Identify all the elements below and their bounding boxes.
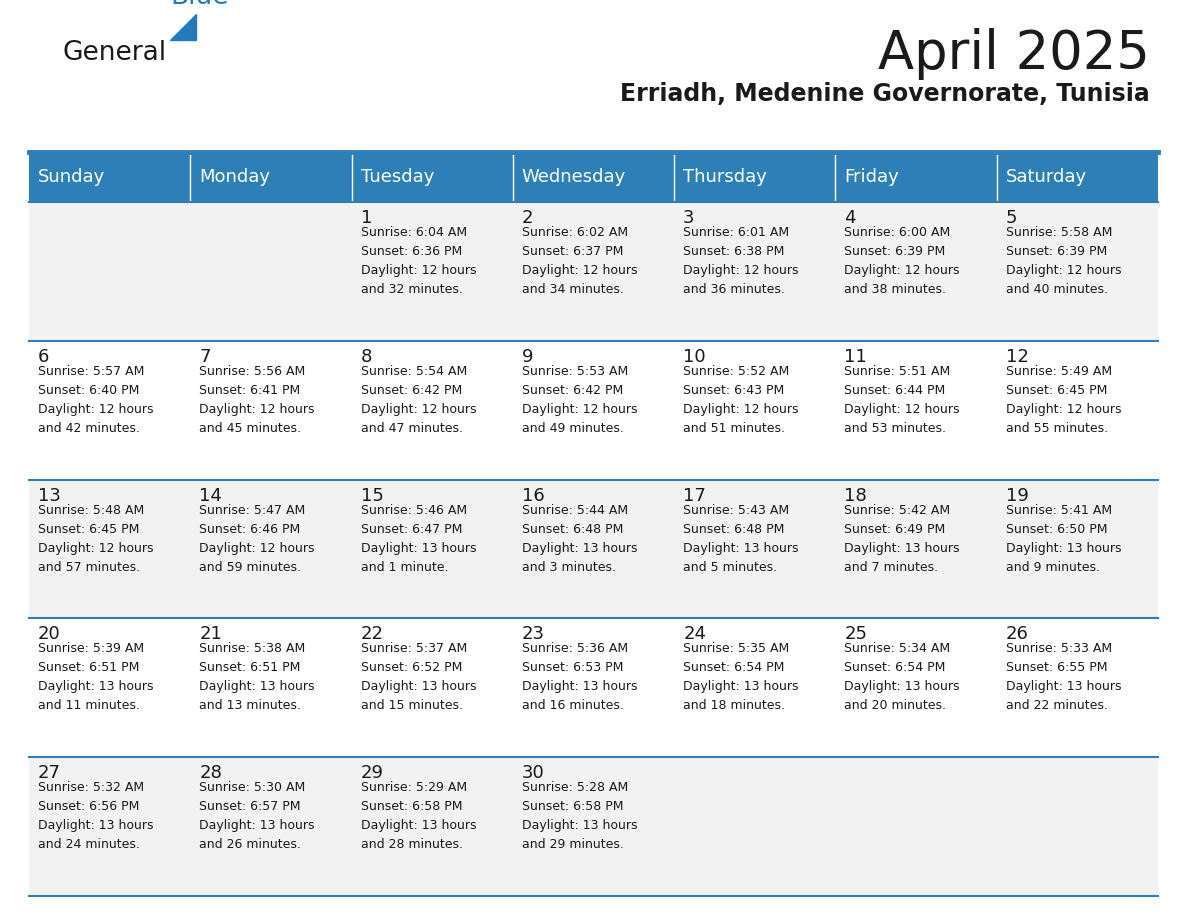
Text: 26: 26 — [1006, 625, 1029, 644]
Text: Sunrise: 5:33 AM
Sunset: 6:55 PM
Daylight: 13 hours
and 22 minutes.: Sunrise: 5:33 AM Sunset: 6:55 PM Dayligh… — [1006, 643, 1121, 712]
Text: Sunrise: 5:28 AM
Sunset: 6:58 PM
Daylight: 13 hours
and 29 minutes.: Sunrise: 5:28 AM Sunset: 6:58 PM Dayligh… — [522, 781, 637, 851]
Text: 10: 10 — [683, 348, 706, 365]
Text: Sunrise: 5:58 AM
Sunset: 6:39 PM
Daylight: 12 hours
and 40 minutes.: Sunrise: 5:58 AM Sunset: 6:39 PM Dayligh… — [1006, 226, 1121, 296]
Text: 8: 8 — [361, 348, 372, 365]
Text: 28: 28 — [200, 764, 222, 782]
Text: Tuesday: Tuesday — [361, 168, 434, 186]
Text: Sunrise: 5:34 AM
Sunset: 6:54 PM
Daylight: 13 hours
and 20 minutes.: Sunrise: 5:34 AM Sunset: 6:54 PM Dayligh… — [845, 643, 960, 712]
Text: 24: 24 — [683, 625, 706, 644]
Bar — [674, 152, 835, 202]
Text: 1: 1 — [361, 209, 372, 227]
Text: 30: 30 — [522, 764, 544, 782]
Text: April 2025: April 2025 — [878, 28, 1150, 80]
Text: Sunrise: 5:32 AM
Sunset: 6:56 PM
Daylight: 13 hours
and 24 minutes.: Sunrise: 5:32 AM Sunset: 6:56 PM Dayligh… — [38, 781, 153, 851]
Text: Blue: Blue — [170, 0, 228, 10]
Text: Sunrise: 6:04 AM
Sunset: 6:36 PM
Daylight: 12 hours
and 32 minutes.: Sunrise: 6:04 AM Sunset: 6:36 PM Dayligh… — [361, 226, 476, 296]
Text: Erriadh, Medenine Governorate, Tunisia: Erriadh, Medenine Governorate, Tunisia — [620, 82, 1150, 106]
Text: Sunrise: 5:48 AM
Sunset: 6:45 PM
Daylight: 12 hours
and 57 minutes.: Sunrise: 5:48 AM Sunset: 6:45 PM Dayligh… — [38, 504, 153, 574]
Text: Sunrise: 5:46 AM
Sunset: 6:47 PM
Daylight: 13 hours
and 1 minute.: Sunrise: 5:46 AM Sunset: 6:47 PM Dayligh… — [361, 504, 476, 574]
Text: Sunrise: 5:42 AM
Sunset: 6:49 PM
Daylight: 13 hours
and 7 minutes.: Sunrise: 5:42 AM Sunset: 6:49 PM Dayligh… — [845, 504, 960, 574]
Text: 20: 20 — [38, 625, 61, 644]
Bar — [29, 202, 1158, 341]
Text: 21: 21 — [200, 625, 222, 644]
Text: Sunrise: 6:02 AM
Sunset: 6:37 PM
Daylight: 12 hours
and 34 minutes.: Sunrise: 6:02 AM Sunset: 6:37 PM Dayligh… — [522, 226, 637, 296]
Text: Sunrise: 5:44 AM
Sunset: 6:48 PM
Daylight: 13 hours
and 3 minutes.: Sunrise: 5:44 AM Sunset: 6:48 PM Dayligh… — [522, 504, 637, 574]
Text: 29: 29 — [361, 764, 384, 782]
Text: Thursday: Thursday — [683, 168, 767, 186]
Text: 23: 23 — [522, 625, 545, 644]
Bar — [835, 152, 997, 202]
Text: 9: 9 — [522, 348, 533, 365]
Text: 18: 18 — [845, 487, 867, 505]
Text: 13: 13 — [38, 487, 61, 505]
Text: 27: 27 — [38, 764, 61, 782]
Text: 5: 5 — [1006, 209, 1017, 227]
Text: Sunrise: 5:35 AM
Sunset: 6:54 PM
Daylight: 13 hours
and 18 minutes.: Sunrise: 5:35 AM Sunset: 6:54 PM Dayligh… — [683, 643, 798, 712]
Text: Sunrise: 5:30 AM
Sunset: 6:57 PM
Daylight: 13 hours
and 26 minutes.: Sunrise: 5:30 AM Sunset: 6:57 PM Dayligh… — [200, 781, 315, 851]
Text: Wednesday: Wednesday — [522, 168, 626, 186]
Text: Sunrise: 5:41 AM
Sunset: 6:50 PM
Daylight: 13 hours
and 9 minutes.: Sunrise: 5:41 AM Sunset: 6:50 PM Dayligh… — [1006, 504, 1121, 574]
Bar — [29, 341, 1158, 479]
Text: 2: 2 — [522, 209, 533, 227]
Text: 14: 14 — [200, 487, 222, 505]
Text: 19: 19 — [1006, 487, 1029, 505]
Text: 3: 3 — [683, 209, 695, 227]
Bar — [29, 152, 190, 202]
Text: Sunrise: 5:53 AM
Sunset: 6:42 PM
Daylight: 12 hours
and 49 minutes.: Sunrise: 5:53 AM Sunset: 6:42 PM Dayligh… — [522, 364, 637, 435]
Text: Sunrise: 5:39 AM
Sunset: 6:51 PM
Daylight: 13 hours
and 11 minutes.: Sunrise: 5:39 AM Sunset: 6:51 PM Dayligh… — [38, 643, 153, 712]
Text: Sunrise: 5:36 AM
Sunset: 6:53 PM
Daylight: 13 hours
and 16 minutes.: Sunrise: 5:36 AM Sunset: 6:53 PM Dayligh… — [522, 643, 637, 712]
Text: Sunrise: 5:38 AM
Sunset: 6:51 PM
Daylight: 13 hours
and 13 minutes.: Sunrise: 5:38 AM Sunset: 6:51 PM Dayligh… — [200, 643, 315, 712]
Text: Sunrise: 5:56 AM
Sunset: 6:41 PM
Daylight: 12 hours
and 45 minutes.: Sunrise: 5:56 AM Sunset: 6:41 PM Dayligh… — [200, 364, 315, 435]
Text: Sunrise: 6:01 AM
Sunset: 6:38 PM
Daylight: 12 hours
and 36 minutes.: Sunrise: 6:01 AM Sunset: 6:38 PM Dayligh… — [683, 226, 798, 296]
Bar — [29, 619, 1158, 757]
Text: 6: 6 — [38, 348, 50, 365]
Text: Sunrise: 5:29 AM
Sunset: 6:58 PM
Daylight: 13 hours
and 28 minutes.: Sunrise: 5:29 AM Sunset: 6:58 PM Dayligh… — [361, 781, 476, 851]
Text: Sunrise: 6:00 AM
Sunset: 6:39 PM
Daylight: 12 hours
and 38 minutes.: Sunrise: 6:00 AM Sunset: 6:39 PM Dayligh… — [845, 226, 960, 296]
Text: 25: 25 — [845, 625, 867, 644]
Text: Sunrise: 5:52 AM
Sunset: 6:43 PM
Daylight: 12 hours
and 51 minutes.: Sunrise: 5:52 AM Sunset: 6:43 PM Dayligh… — [683, 364, 798, 435]
Text: Sunrise: 5:43 AM
Sunset: 6:48 PM
Daylight: 13 hours
and 5 minutes.: Sunrise: 5:43 AM Sunset: 6:48 PM Dayligh… — [683, 504, 798, 574]
Text: Sunrise: 5:51 AM
Sunset: 6:44 PM
Daylight: 12 hours
and 53 minutes.: Sunrise: 5:51 AM Sunset: 6:44 PM Dayligh… — [845, 364, 960, 435]
Text: Sunrise: 5:47 AM
Sunset: 6:46 PM
Daylight: 12 hours
and 59 minutes.: Sunrise: 5:47 AM Sunset: 6:46 PM Dayligh… — [200, 504, 315, 574]
Text: Saturday: Saturday — [1006, 168, 1087, 186]
Text: Sunrise: 5:49 AM
Sunset: 6:45 PM
Daylight: 12 hours
and 55 minutes.: Sunrise: 5:49 AM Sunset: 6:45 PM Dayligh… — [1006, 364, 1121, 435]
Bar — [352, 152, 513, 202]
Bar — [513, 152, 674, 202]
Text: 15: 15 — [361, 487, 384, 505]
Text: General: General — [62, 40, 166, 66]
Polygon shape — [170, 14, 196, 40]
Text: 7: 7 — [200, 348, 210, 365]
Text: 17: 17 — [683, 487, 706, 505]
Text: Sunrise: 5:57 AM
Sunset: 6:40 PM
Daylight: 12 hours
and 42 minutes.: Sunrise: 5:57 AM Sunset: 6:40 PM Dayligh… — [38, 364, 153, 435]
Text: 12: 12 — [1006, 348, 1029, 365]
Text: 11: 11 — [845, 348, 867, 365]
Bar — [997, 152, 1158, 202]
Text: Sunrise: 5:37 AM
Sunset: 6:52 PM
Daylight: 13 hours
and 15 minutes.: Sunrise: 5:37 AM Sunset: 6:52 PM Dayligh… — [361, 643, 476, 712]
Text: 4: 4 — [845, 209, 855, 227]
Text: 16: 16 — [522, 487, 544, 505]
Text: Sunday: Sunday — [38, 168, 106, 186]
Text: 22: 22 — [361, 625, 384, 644]
Bar — [190, 152, 352, 202]
Text: Friday: Friday — [845, 168, 899, 186]
Text: Monday: Monday — [200, 168, 271, 186]
Text: Sunrise: 5:54 AM
Sunset: 6:42 PM
Daylight: 12 hours
and 47 minutes.: Sunrise: 5:54 AM Sunset: 6:42 PM Dayligh… — [361, 364, 476, 435]
Bar — [29, 479, 1158, 619]
Bar — [29, 757, 1158, 896]
